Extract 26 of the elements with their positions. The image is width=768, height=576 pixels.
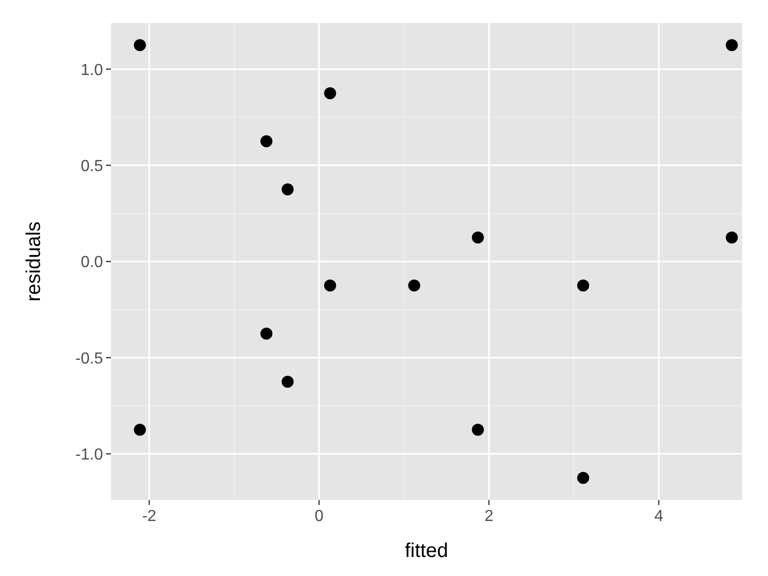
y-tick-label: 0.5 [80, 158, 104, 175]
point [577, 280, 590, 292]
point [324, 87, 336, 100]
x-tick-label: 4 [654, 508, 664, 525]
x-tick-label: 2 [484, 508, 494, 525]
point [472, 424, 484, 436]
point [577, 472, 590, 484]
y-tick-label: -1.0 [75, 446, 104, 464]
y-tick-label: 0.0 [80, 254, 104, 272]
point [324, 280, 336, 292]
point [726, 231, 738, 244]
point [282, 376, 294, 388]
point [726, 39, 738, 52]
point [472, 231, 484, 244]
point [260, 135, 272, 148]
point [134, 39, 146, 52]
point [260, 328, 272, 340]
x-tick-label: 0 [314, 508, 324, 525]
point [134, 424, 146, 436]
x-axis-title: fitted [404, 540, 448, 562]
y-tick-label: -0.5 [75, 350, 104, 368]
point [282, 183, 294, 196]
y-tick-label: 1.0 [80, 62, 104, 79]
point [408, 280, 420, 292]
x-tick-label: -2 [142, 508, 156, 525]
y-axis-title: residuals [23, 221, 45, 302]
